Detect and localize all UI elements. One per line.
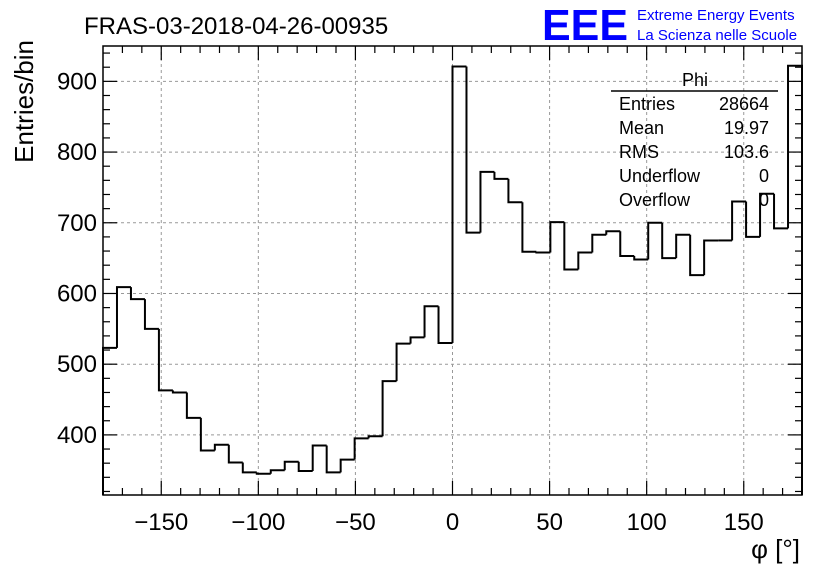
x-tick-label: 0	[446, 509, 459, 536]
histogram-bin	[185, 392, 201, 419]
x-axis-label: φ [°]	[751, 534, 800, 564]
histogram-bin	[381, 380, 397, 437]
histogram-bin	[577, 251, 593, 270]
stats-row-value: 28664	[719, 94, 769, 114]
histogram-bin	[549, 221, 565, 253]
y-tick-label: 800	[57, 139, 97, 166]
histogram-bin	[563, 222, 579, 271]
histogram-bin	[507, 178, 523, 204]
stats-row-label: RMS	[619, 142, 659, 162]
histogram-bin	[787, 64, 803, 495]
histogram-bin	[675, 233, 691, 259]
y-tick-label: 500	[57, 351, 97, 378]
histogram-bin	[703, 239, 719, 276]
histogram-bin	[269, 469, 285, 474]
x-tick-label: −100	[231, 509, 285, 536]
histogram-bin	[731, 200, 747, 241]
histogram-bin	[171, 390, 187, 394]
histogram-bin	[647, 221, 663, 260]
x-tick-label: −50	[335, 509, 376, 536]
y-axis-label: Entries/bin	[9, 40, 39, 163]
histogram-bin	[311, 444, 327, 471]
logo-line-1: Extreme Energy Events	[637, 7, 795, 24]
histogram-bin	[619, 231, 635, 258]
logo-mark: EEE	[542, 1, 628, 50]
histogram-bin	[157, 328, 173, 392]
x-tick-label: 100	[627, 509, 667, 536]
histogram-bin	[479, 170, 495, 233]
histogram-bin	[102, 346, 117, 495]
histogram-bin	[493, 171, 509, 180]
stats-row-label: Mean	[619, 118, 664, 138]
histogram-bin	[353, 437, 369, 460]
stats-box: Phi Entries 28664 Mean 19.97 RMS 103.6 Underfl…	[611, 70, 778, 210]
axes: −150 −100 −50 0 50 100 150 400 500 600 700 800 900	[57, 45, 803, 536]
histogram-bin	[241, 462, 257, 474]
histogram-bin	[437, 306, 453, 344]
histogram-bin	[661, 222, 677, 260]
histogram-bin	[255, 472, 271, 475]
histogram-bin	[745, 201, 761, 238]
histogram-bin	[143, 299, 159, 330]
histogram-bin	[605, 230, 621, 235]
histogram-bin	[325, 445, 341, 474]
y-tick-label: 700	[57, 210, 97, 237]
histogram-bin	[423, 305, 439, 338]
x-tick-label: 150	[724, 509, 764, 536]
y-tick-label: 600	[57, 280, 97, 307]
histogram-bin	[115, 286, 131, 348]
histogram-bin	[297, 461, 313, 472]
histogram-bin	[535, 251, 551, 254]
y-tick-label: 400	[57, 422, 97, 449]
histogram-bin	[521, 202, 537, 253]
histogram-bin	[199, 417, 215, 452]
histogram-bin	[283, 460, 299, 471]
stats-row-label: Overflow	[619, 190, 691, 210]
stats-row-label: Underflow	[619, 166, 701, 186]
stats-rows: Entries 28664 Mean 19.97 RMS 103.6 Underflow 0 O…	[619, 94, 769, 210]
histogram-bin	[227, 444, 243, 464]
histogram-bin	[451, 65, 467, 343]
stats-box-name: Phi	[682, 70, 708, 90]
y-tick-label: 900	[57, 68, 97, 95]
histogram-bin	[633, 256, 649, 261]
histogram-bin	[773, 193, 789, 230]
stats-row-value: 0	[759, 190, 769, 210]
histogram-bin	[129, 287, 145, 301]
histogram-bin	[409, 336, 425, 344]
x-tick-label: −150	[134, 509, 188, 536]
histogram-bin	[465, 66, 481, 234]
chart-title: FRAS-03-2018-04-26-00935	[84, 13, 388, 40]
histogram-bin	[213, 443, 229, 451]
x-tick-label: 50	[536, 509, 563, 536]
logo-line-2: La Scienza nelle Scuole	[637, 27, 797, 44]
stats-row-value: 19.97	[724, 118, 769, 138]
stats-row-label: Entries	[619, 94, 675, 114]
histogram-bin	[339, 458, 355, 473]
stats-row-value: 0	[759, 166, 769, 186]
histogram-bin	[367, 435, 383, 439]
stats-row-value: 103.6	[724, 142, 769, 162]
histogram-bin	[759, 192, 775, 237]
histogram-bin	[395, 342, 411, 382]
histogram-bin	[591, 233, 607, 253]
histogram-bin	[689, 234, 705, 277]
